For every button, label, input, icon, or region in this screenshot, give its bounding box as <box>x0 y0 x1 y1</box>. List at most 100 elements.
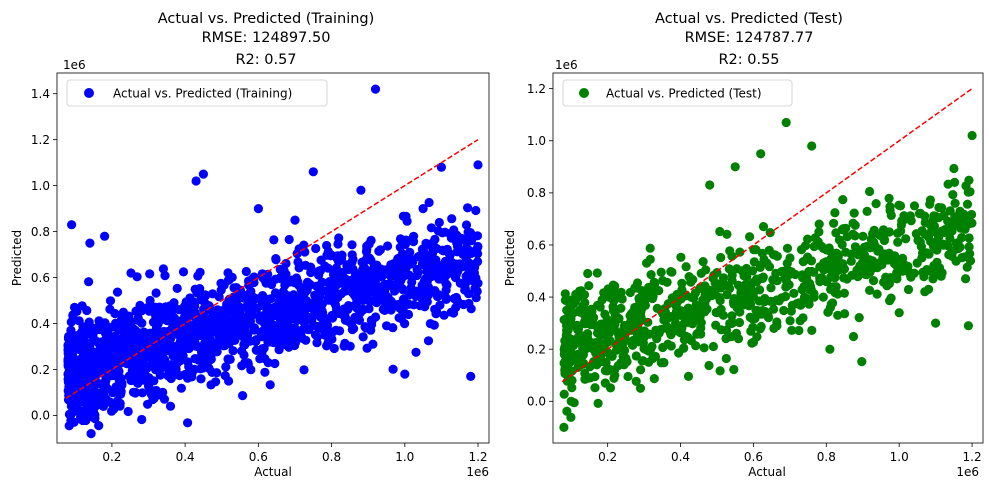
training-scatter-point <box>105 296 116 306</box>
test-scatter-point <box>807 325 817 335</box>
training-scatter-point <box>283 291 293 301</box>
test-scatter-point <box>645 243 655 253</box>
test-scatter-point <box>692 329 702 339</box>
training-scatter-point <box>362 289 373 299</box>
training-scatter-point <box>166 364 177 374</box>
test-scatter-point <box>945 233 955 243</box>
test-scatter-point <box>592 268 602 278</box>
training-scatter-point <box>446 257 456 267</box>
training-scatter-point <box>95 358 105 368</box>
training-scatter-point <box>117 378 127 388</box>
training-scatter-point <box>473 249 483 259</box>
training-scatter-point <box>318 311 328 321</box>
test-scatter-point <box>573 292 583 302</box>
test-x-tick-label: 0.6 <box>744 450 763 464</box>
training-scatter-point <box>106 345 116 355</box>
test-scatter-point <box>632 278 643 288</box>
test-y-offset-text: 1e6 <box>555 58 578 72</box>
test-scatter-point <box>758 272 768 282</box>
test-scatter-point <box>940 225 950 235</box>
test-scatter-point <box>850 220 860 230</box>
test-scatter-point <box>798 257 808 267</box>
training-scatter-point <box>101 337 111 347</box>
training-scatter-point <box>464 258 474 268</box>
test-scatter-point <box>727 311 737 321</box>
training-scatter-point <box>297 305 307 315</box>
training-scatter-point <box>281 300 291 310</box>
training-scatter-point <box>367 317 377 327</box>
training-scatter-point <box>200 358 210 369</box>
training-scatter-point <box>433 226 443 236</box>
training-scatter-point <box>90 414 100 424</box>
test-scatter-point <box>602 366 612 376</box>
training-scatter-point <box>347 240 357 250</box>
training-scatter-point <box>367 296 377 306</box>
test-scatter-point <box>768 250 779 260</box>
training-scatter-point <box>404 270 414 280</box>
training-scatter-point <box>347 250 357 260</box>
training-scatter-point <box>85 339 95 349</box>
training-scatter-point <box>332 276 342 287</box>
training-scatter-point <box>347 325 357 335</box>
test-scatter-point <box>830 208 840 218</box>
test-scatter-point <box>636 365 646 375</box>
training-scatter-point <box>415 301 425 311</box>
test-scatter-point <box>802 279 813 289</box>
test-scatter-points <box>559 117 977 432</box>
test-scatter-point <box>578 301 589 311</box>
training-legend-label: Actual vs. Predicted (Training) <box>113 87 292 101</box>
training-x-ticks: 0.2 0.4 0.6 0.8 1.0 1.2 <box>102 443 488 464</box>
training-scatter-point <box>358 304 368 314</box>
training-scatter-point <box>400 369 410 379</box>
test-scatter-point <box>772 317 782 327</box>
test-scatter-point <box>603 348 613 358</box>
test-scatter-point <box>782 258 792 268</box>
test-scatter-point <box>611 311 621 321</box>
training-scatter-point <box>257 311 267 321</box>
test-scatter-point <box>857 357 867 367</box>
test-scatter-point <box>929 261 939 271</box>
test-scatter-point <box>695 312 705 322</box>
test-scatter-point <box>817 241 827 251</box>
test-scatter-point <box>727 270 737 280</box>
test-scatter-point <box>965 249 975 259</box>
test-scatter-point <box>951 256 961 266</box>
training-scatter-point <box>426 223 436 233</box>
training-scatter-point <box>140 361 150 371</box>
test-scatter-point <box>798 313 808 323</box>
training-scatter-point <box>200 290 210 300</box>
test-scatter-point <box>886 293 896 303</box>
test-legend-box <box>562 79 793 107</box>
training-scatter-point <box>153 333 163 343</box>
training-scatter-point <box>97 318 107 328</box>
training-scatter-point <box>420 274 431 284</box>
training-scatter-point <box>221 362 231 372</box>
test-scatter-point <box>756 321 766 332</box>
test-scatter-point <box>893 237 903 247</box>
training-scatter-point <box>106 356 116 366</box>
training-scatter-point <box>117 333 128 343</box>
training-scatter-point <box>196 374 206 384</box>
training-scatter-point <box>362 241 372 251</box>
training-scatter-point <box>137 414 147 425</box>
test-scatter-point <box>800 241 811 251</box>
training-scatter-point <box>403 309 414 320</box>
training-scatter-point <box>160 271 170 281</box>
test-scatter-point <box>580 368 590 378</box>
test-x-tick-label: 0.2 <box>598 450 617 464</box>
test-scatter-point <box>649 374 659 384</box>
training-scatter-point <box>260 367 270 377</box>
training-scatter-point <box>465 247 476 257</box>
training-y-tick-label: 0.8 <box>31 225 50 239</box>
training-scatter-point <box>178 267 189 277</box>
training-scatter-point <box>423 336 434 346</box>
training-scatter-point <box>194 316 204 326</box>
training-scatter-point <box>176 383 186 393</box>
test-scatter-point <box>850 231 860 241</box>
training-scatter-points <box>63 84 483 439</box>
training-scatter-point <box>211 377 221 387</box>
test-scatter-point <box>898 216 908 226</box>
training-scatter-point <box>395 261 406 271</box>
training-scatter-point <box>224 306 234 316</box>
test-scatter-point <box>838 195 848 205</box>
